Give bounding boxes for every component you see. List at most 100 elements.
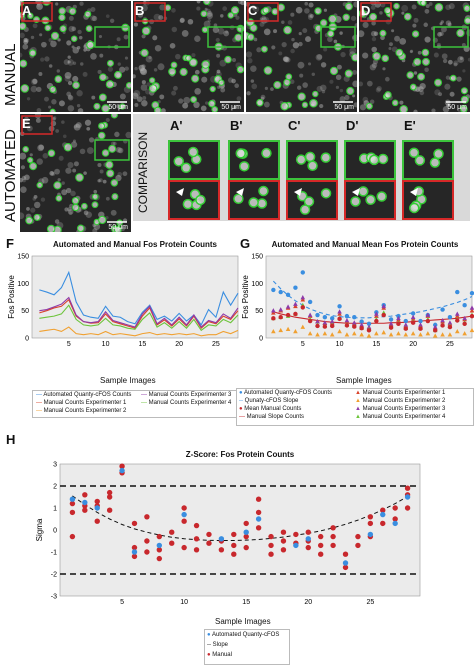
- data-point: [344, 313, 350, 319]
- legend-item-g-exp2: ▲ Manual Counts Experimenter 2: [355, 398, 446, 404]
- detected-cell-marker: [76, 224, 85, 232]
- data-point: [322, 331, 328, 336]
- y-tick-label: 100: [251, 281, 263, 288]
- trend-line: [272, 280, 473, 319]
- data-point: [82, 507, 88, 513]
- detected-cell-marker: [351, 53, 357, 62]
- detected-cell-marker: [70, 35, 78, 43]
- data-point: [396, 331, 401, 336]
- data-point: [231, 531, 237, 538]
- green-inset-box: [94, 26, 130, 48]
- panel-letter: D: [361, 3, 371, 18]
- data-point: [462, 331, 467, 336]
- micrograph-panel: D 50 μm: [359, 1, 470, 112]
- data-point: [317, 542, 324, 549]
- green-inset-box: [94, 139, 130, 161]
- data-point: [392, 520, 398, 527]
- arrowhead-icon: [410, 188, 418, 196]
- detected-cell-marker: [168, 67, 177, 76]
- data-point: [344, 323, 350, 328]
- detected-cell-marker: [27, 156, 34, 164]
- detected-cell-marker: [328, 14, 337, 24]
- series-line: [39, 296, 239, 328]
- detected-cell-marker: [247, 33, 255, 41]
- x-tick-label: 15: [242, 599, 250, 606]
- detected-cell-marker: [327, 30, 335, 38]
- detected-cell-marker: [47, 149, 56, 157]
- data-point: [280, 547, 287, 553]
- panel-letter: A: [22, 3, 32, 18]
- data-point: [454, 313, 460, 318]
- legend-item-g-exp4: ▲ Manual Counts Experimenter 4: [355, 414, 446, 420]
- data-point: [329, 319, 335, 324]
- data-point: [231, 551, 237, 557]
- data-point: [315, 319, 320, 324]
- data-point: [156, 547, 163, 553]
- detected-cell-marker: [342, 13, 350, 21]
- detected-cell-marker: [456, 28, 465, 38]
- legend-item-exp2: — Manual Counts Experimenter 2: [36, 408, 127, 414]
- data-point: [322, 320, 328, 325]
- detected-cell-marker: [125, 81, 131, 89]
- data-point: [352, 315, 357, 320]
- detected-cell-marker: [75, 173, 84, 182]
- x-tick-label: 5: [120, 599, 124, 606]
- detected-cell-marker: [187, 146, 199, 158]
- detected-cell-marker: [295, 154, 307, 165]
- data-point: [285, 326, 291, 332]
- data-point: [243, 520, 249, 527]
- data-point: [440, 318, 445, 323]
- detected-cell-marker: [421, 48, 430, 57]
- detected-cell-marker: [376, 191, 387, 202]
- data-point: [169, 529, 175, 535]
- detected-cell-marker: [22, 146, 29, 153]
- data-point: [300, 295, 306, 300]
- data-point: [418, 332, 423, 337]
- data-point: [315, 323, 320, 329]
- data-point: [403, 318, 408, 324]
- detected-cell-marker: [85, 25, 93, 32]
- data-point: [403, 332, 409, 337]
- detected-cell-marker: [110, 114, 118, 119]
- data-point: [106, 494, 113, 500]
- data-point: [69, 509, 76, 516]
- x-tick-label: 20: [304, 599, 312, 606]
- detected-cell-marker: [329, 66, 339, 76]
- data-point: [315, 332, 320, 337]
- data-point: [293, 303, 298, 309]
- detected-cell-marker: [179, 67, 188, 77]
- detected-cell-marker: [119, 103, 126, 110]
- data-point: [455, 289, 460, 295]
- data-point: [330, 525, 336, 531]
- data-point: [285, 312, 291, 318]
- data-point: [330, 542, 336, 549]
- detected-cell-marker: [86, 40, 95, 50]
- detected-cell-marker: [63, 142, 73, 152]
- data-point: [243, 529, 249, 535]
- comparison-crop-red: [286, 180, 338, 220]
- detected-cell-marker: [273, 80, 282, 89]
- legend-item-exp1: — Manual Counts Experimenter 1: [36, 400, 127, 406]
- detected-cell-marker: [91, 193, 99, 200]
- data-point: [106, 507, 113, 513]
- data-point: [388, 321, 394, 326]
- data-point: [293, 328, 298, 334]
- detected-cell-marker: [59, 25, 67, 33]
- detected-cell-marker: [256, 198, 268, 209]
- legend-item-g-mean: ● Mean Manual Counts: [239, 406, 302, 412]
- data-point: [231, 542, 237, 549]
- detected-cell-marker: [49, 85, 57, 94]
- data-point: [285, 304, 291, 309]
- data-point: [469, 290, 474, 296]
- data-point: [300, 297, 306, 302]
- comparison-letter: D': [346, 118, 359, 133]
- data-point: [454, 328, 460, 334]
- detected-cell-marker: [58, 13, 66, 22]
- data-point: [352, 324, 357, 329]
- detected-cell-marker: [72, 81, 80, 90]
- detected-cell-marker: [233, 193, 244, 204]
- legend-item-g-qslope: -- Qunaty-cFOS Slope: [239, 398, 299, 404]
- data-point: [278, 327, 284, 333]
- detected-cell-marker: [25, 216, 34, 225]
- comparison-crop-red: [228, 180, 280, 220]
